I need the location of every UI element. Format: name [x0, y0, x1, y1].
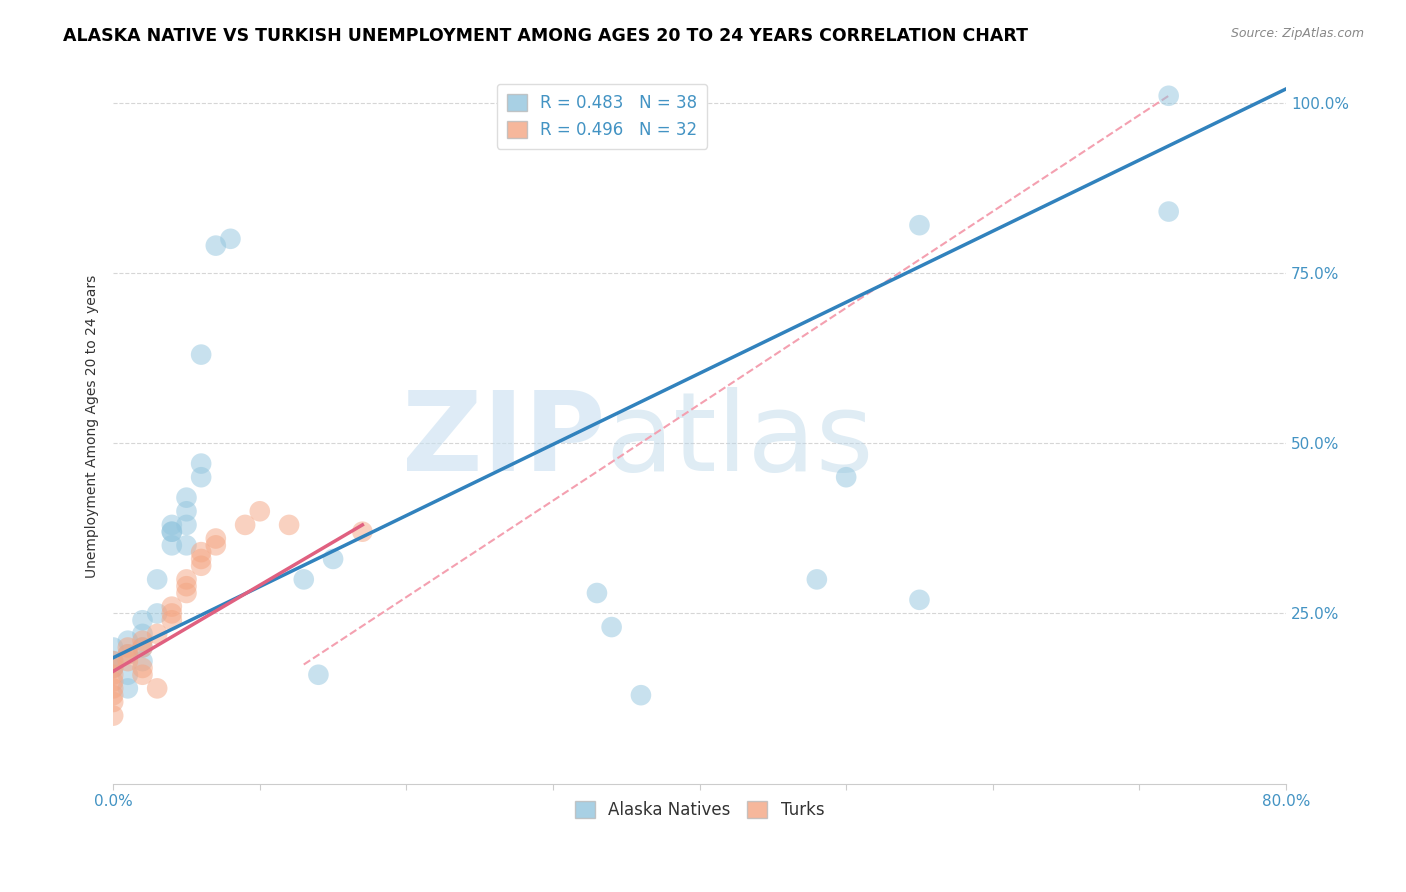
Text: ZIP: ZIP — [402, 387, 606, 494]
Point — [1157, 88, 1180, 103]
Point — [160, 599, 183, 614]
Point — [190, 545, 212, 559]
Point — [307, 667, 329, 681]
Point — [103, 695, 125, 709]
Point — [160, 613, 183, 627]
Point — [835, 470, 858, 484]
Legend: Alaska Natives, Turks: Alaska Natives, Turks — [568, 794, 831, 825]
Point — [103, 661, 125, 675]
Point — [160, 607, 183, 621]
Point — [190, 558, 212, 573]
Point — [117, 640, 139, 655]
Text: ALASKA NATIVE VS TURKISH UNEMPLOYMENT AMONG AGES 20 TO 24 YEARS CORRELATION CHAR: ALASKA NATIVE VS TURKISH UNEMPLOYMENT AM… — [63, 27, 1028, 45]
Point — [131, 633, 153, 648]
Text: atlas: atlas — [606, 387, 875, 494]
Point — [176, 504, 198, 518]
Point — [908, 218, 931, 232]
Point — [160, 524, 183, 539]
Point — [630, 688, 652, 702]
Point — [190, 457, 212, 471]
Point — [146, 573, 169, 587]
Point — [176, 491, 198, 505]
Point — [103, 640, 125, 655]
Point — [190, 552, 212, 566]
Point — [190, 470, 212, 484]
Point — [908, 592, 931, 607]
Point — [146, 681, 169, 696]
Point — [233, 517, 256, 532]
Point — [806, 573, 828, 587]
Point — [146, 627, 169, 641]
Point — [117, 667, 139, 681]
Y-axis label: Unemployment Among Ages 20 to 24 years: Unemployment Among Ages 20 to 24 years — [86, 275, 100, 578]
Point — [117, 648, 139, 662]
Point — [278, 517, 301, 532]
Point — [190, 348, 212, 362]
Point — [131, 627, 153, 641]
Point — [176, 573, 198, 587]
Point — [131, 667, 153, 681]
Point — [103, 681, 125, 696]
Point — [103, 667, 125, 681]
Point — [176, 586, 198, 600]
Point — [117, 633, 139, 648]
Point — [219, 232, 242, 246]
Point — [146, 607, 169, 621]
Point — [322, 552, 344, 566]
Point — [103, 674, 125, 689]
Point — [1157, 204, 1180, 219]
Point — [586, 586, 609, 600]
Point — [160, 517, 183, 532]
Point — [117, 654, 139, 668]
Point — [176, 517, 198, 532]
Point — [292, 573, 315, 587]
Point — [176, 538, 198, 552]
Point — [176, 579, 198, 593]
Point — [249, 504, 271, 518]
Point — [204, 532, 226, 546]
Point — [204, 538, 226, 552]
Point — [117, 681, 139, 696]
Point — [103, 708, 125, 723]
Point — [131, 661, 153, 675]
Point — [117, 648, 139, 662]
Point — [103, 654, 125, 668]
Point — [131, 654, 153, 668]
Point — [352, 524, 374, 539]
Point — [103, 654, 125, 668]
Point — [131, 640, 153, 655]
Point — [160, 538, 183, 552]
Point — [103, 688, 125, 702]
Point — [131, 640, 153, 655]
Text: Source: ZipAtlas.com: Source: ZipAtlas.com — [1230, 27, 1364, 40]
Point — [103, 661, 125, 675]
Point — [204, 238, 226, 252]
Point — [160, 524, 183, 539]
Point — [600, 620, 623, 634]
Point — [131, 613, 153, 627]
